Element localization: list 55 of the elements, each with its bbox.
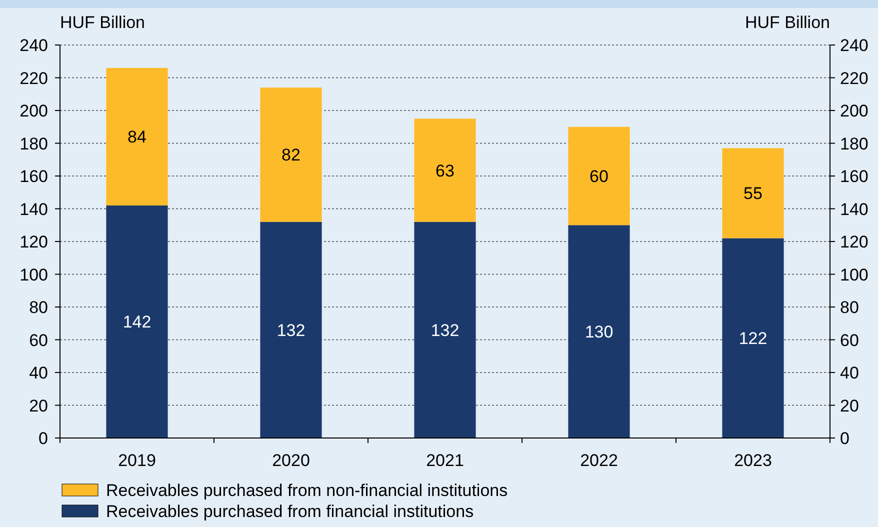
data-label: 60: [590, 167, 608, 186]
y2-tick-label: 140: [840, 200, 868, 219]
y-tick-label: 240: [20, 36, 48, 55]
y-tick-label: 220: [20, 68, 48, 88]
y2-axis-title: HUF Billion: [744, 13, 830, 32]
data-label: 55: [744, 184, 762, 204]
y-tick-label: 120: [20, 232, 48, 252]
data-label: 132: [276, 320, 306, 340]
bar: [106, 205, 168, 438]
legend-label: Receivables purchased from non-financial institutions: [106, 481, 508, 500]
bar: [260, 88, 322, 222]
y-tick-label: 180: [20, 134, 48, 154]
data-label: 82: [282, 146, 300, 165]
y-tick-label: 160: [20, 167, 48, 186]
y2-tick-label: 100: [840, 265, 868, 284]
y-tick-label: 200: [20, 102, 48, 120]
y2-tick-label: 60: [840, 330, 859, 350]
legend-label: Receivables purchased from financial institutions: [106, 502, 474, 521]
y2-tick-label: 240: [840, 36, 868, 55]
y2-tick-label: 180: [840, 134, 868, 154]
data-label: 84: [128, 128, 146, 147]
y2-tick-label: 20: [840, 396, 859, 416]
y2-tick-label: 0: [840, 429, 850, 448]
y-tick-label: 140: [20, 200, 48, 219]
x-tick-label: 2020: [272, 451, 310, 470]
y-tick-label: 60: [29, 330, 48, 350]
y-tick-label: 100: [20, 265, 48, 284]
y2-tick-label: 80: [840, 298, 859, 317]
y-tick-label: 80: [29, 298, 48, 317]
y2-tick-label: 200: [840, 102, 868, 120]
y2-tick-label: 40: [840, 364, 859, 382]
bar: [414, 118, 476, 222]
data-label: 130: [584, 322, 614, 342]
data-label: 63: [436, 161, 454, 180]
bar: [568, 225, 630, 438]
y-tick-label: 20: [29, 396, 48, 416]
y2-tick-label: 120: [840, 232, 868, 252]
y-tick-label: 0: [38, 429, 48, 448]
bar: [106, 68, 168, 206]
bar: [260, 222, 322, 438]
y2-tick-label: 220: [840, 68, 868, 88]
data-label: 142: [122, 312, 152, 332]
y-axis-title: HUF Billion: [60, 13, 146, 32]
data-label: 132: [430, 320, 460, 340]
x-tick-label: 2021: [426, 451, 464, 470]
y-tick-label: 40: [29, 364, 48, 382]
bar: [414, 222, 476, 438]
x-tick-label: 2022: [580, 451, 618, 470]
bar: [568, 126, 630, 226]
y2-tick-label: 160: [840, 167, 868, 186]
data-label: 122: [738, 329, 768, 348]
x-tick-label: 2023: [734, 451, 772, 470]
bar: [722, 238, 784, 438]
x-tick-label: 2019: [118, 451, 156, 470]
bar: [722, 148, 784, 238]
